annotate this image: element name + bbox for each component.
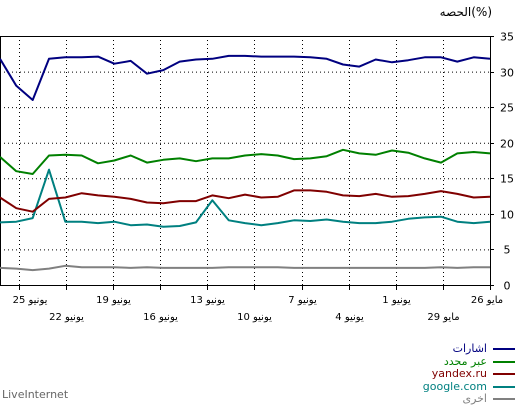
y-axis-label: الحصه(%): [439, 5, 492, 19]
legend-swatch: [493, 360, 515, 363]
legend-label: عبر محدد: [443, 354, 487, 368]
series-line: [0, 264, 490, 272]
y-tick-label: 20: [500, 138, 514, 151]
legend: اشارات عبر محدد yandex.ru google.com اخرى: [390, 343, 515, 406]
x-tick-label: 10 يونيو: [237, 312, 272, 323]
y-tick-label: 5: [504, 244, 511, 257]
legend-swatch: [493, 398, 515, 401]
series-line: [0, 148, 491, 175]
y-tick-label: 10: [500, 209, 514, 222]
x-tick-label: 26 مايو: [471, 295, 503, 306]
legend-label: اشارات: [452, 342, 487, 356]
series-line: [0, 189, 491, 213]
x-tick-label: 29 مايو: [427, 312, 459, 323]
legend-label: اخرى: [462, 392, 487, 406]
series-lines: [0, 54, 491, 272]
y-tick-label: 0: [504, 280, 511, 293]
legend-label: google.com: [422, 379, 487, 393]
x-tick-label: 19 يونيو: [96, 295, 131, 306]
legend-swatch: [493, 385, 515, 388]
x-tick-label: 1 يونيو: [382, 295, 411, 306]
footer-brand: LiveInternet: [2, 388, 69, 401]
y-tick-label: 15: [500, 173, 514, 186]
legend-item: yandex.ru: [390, 368, 515, 381]
legend-label: yandex.ru: [431, 367, 487, 381]
y-tick-label: 30: [500, 67, 514, 80]
x-tick-label: 13 يونيو: [190, 295, 225, 306]
plot-area: [0, 36, 491, 286]
x-tick-label: 7 يونيو: [288, 295, 317, 306]
legend-item: اشارات: [390, 343, 515, 356]
x-tick-label: 16 يونيو: [143, 312, 178, 323]
legend-swatch: [493, 348, 515, 351]
x-tick-label: 4 يونيو: [335, 312, 364, 323]
x-tick-label: 25 يونيو: [13, 295, 48, 306]
series-line: [0, 168, 491, 228]
x-axis-ticks: 26 مايو 29 مايو 1 يونيو 4 يونيو 7 يونيو 10 يو…: [13, 285, 503, 323]
y-tick-label: 25: [500, 102, 514, 115]
legend-item: اخرى: [390, 393, 515, 406]
legend-swatch: [493, 373, 515, 376]
y-axis-ticks: 0 5 10 15 20 25 30 35: [490, 31, 514, 293]
legend-item: عبر محدد: [390, 354, 515, 369]
x-tick-label: 22 يونيو: [49, 312, 84, 323]
y-tick-label: 35: [500, 31, 514, 44]
legend-item: google.com: [390, 379, 515, 394]
series-line: [0, 54, 491, 101]
